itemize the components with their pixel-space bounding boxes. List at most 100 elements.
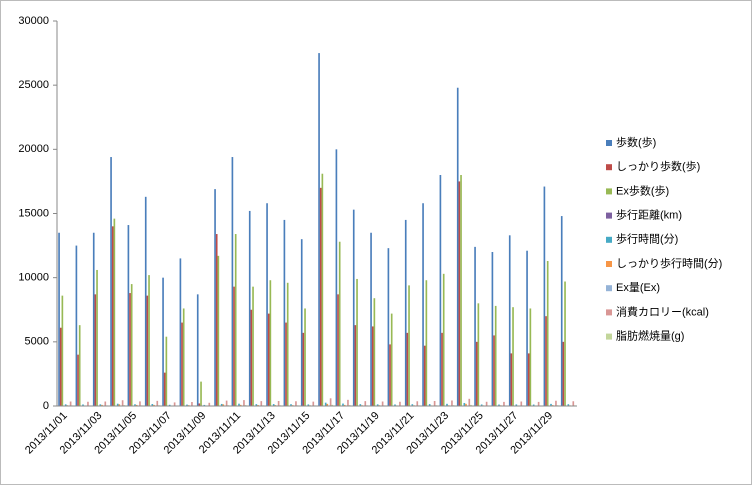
bar [477,303,480,406]
legend-swatch [606,212,612,219]
bar [329,398,332,406]
bar [272,404,275,406]
y-tick-label: 20000 [18,143,49,155]
bar [269,280,272,406]
bar [546,260,549,406]
bar [567,404,570,406]
bar [416,401,419,406]
bar [439,175,442,406]
bar [135,404,138,406]
bar [347,399,349,406]
bar [267,313,270,406]
bar [470,404,472,406]
bar [196,294,199,406]
bar [485,401,488,406]
bar [92,232,95,406]
bar [59,327,62,406]
bar [411,404,414,406]
bar [387,248,390,406]
legend-swatch [606,188,612,195]
bar [474,246,476,406]
legend-label: しっかり歩行時間(分) [616,256,722,270]
bar [266,203,268,406]
bar [376,404,379,406]
bar [532,404,535,406]
legend-swatch [606,164,612,171]
bar [144,196,147,406]
bar [373,298,376,406]
y-tick-label: 25000 [18,79,49,91]
bar [527,353,530,406]
bar [498,404,500,406]
bar [222,404,225,406]
bar [555,400,557,406]
bar [182,308,185,406]
bar [390,313,393,406]
bar [494,305,497,406]
bar [326,403,329,406]
bar [370,232,372,406]
legend-label: 歩行時間(分) [616,232,678,246]
bar [302,332,305,406]
bar [203,404,206,406]
y-tick-label: 5000 [25,336,49,348]
bar [468,398,471,406]
legend-label: しっかり歩数(歩) [616,159,700,173]
bar [186,404,188,406]
legend-swatch [606,333,612,340]
legend-swatch [606,261,612,267]
bar [408,285,410,406]
bar [139,401,141,406]
bar [545,316,547,406]
bar [304,308,306,406]
bar [179,258,182,406]
bar [337,294,339,406]
bar [550,403,552,406]
bar [433,400,436,406]
legend-swatch [606,309,612,316]
legend-swatch [606,236,612,243]
bar [75,245,78,406]
bar [493,335,495,406]
bar [96,269,98,406]
bar [343,404,346,406]
legend-label: Ex歩数(歩) [616,183,669,197]
bar [446,403,448,406]
bar [560,216,563,406]
bar [451,400,453,406]
bar [101,404,103,406]
bar [428,404,431,406]
bar [239,404,242,406]
bar [151,404,154,406]
bar [286,282,289,406]
bar [129,293,131,406]
bar [58,232,60,406]
bar [153,404,155,406]
bar [250,309,253,406]
bar [231,157,234,406]
legend-label: 消費カロリー(kcal) [616,304,709,318]
bar [113,218,116,406]
bar [234,234,237,406]
bar [394,404,396,406]
legend-label: Ex量(Ex) [616,281,660,294]
bar [441,332,443,406]
bar [537,401,540,406]
bar [163,372,166,406]
bar [260,401,263,406]
bar [134,404,136,406]
bar [364,401,367,406]
bar [564,281,566,406]
bar [371,326,374,406]
bar [562,341,565,406]
bar [321,173,324,406]
legend-swatch [606,140,612,146]
bar [156,400,159,406]
legend-swatch [606,285,612,292]
bar [406,332,409,406]
bar [460,175,462,406]
bar [252,286,254,406]
bar [285,322,287,406]
bar [191,402,193,406]
